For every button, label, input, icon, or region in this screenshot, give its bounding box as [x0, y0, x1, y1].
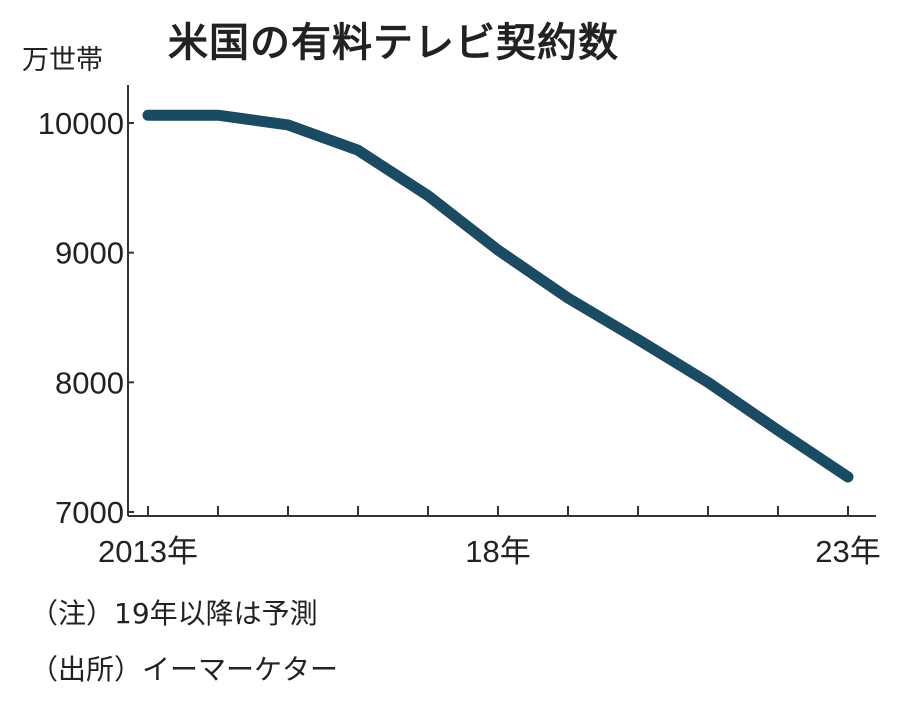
y-tick-label: 10000 — [38, 106, 124, 141]
chart-title: 米国の有料テレビ契約数 — [168, 20, 619, 66]
x-tick-label: 23年 — [815, 534, 880, 569]
data-series-line — [142, 109, 854, 483]
y-tick-label: 9000 — [55, 236, 124, 271]
x-tick-label: 2013年 — [98, 534, 198, 569]
note-forecast: （注）19年以降は予測 — [30, 597, 318, 630]
note-source: （出所）イーマーケター — [30, 653, 339, 686]
y-tick-label: 8000 — [55, 365, 124, 400]
x-tick-label: 18年 — [465, 534, 530, 569]
y-axis-unit: 万世帯 — [22, 45, 103, 76]
y-tick-label: 7000 — [55, 495, 124, 530]
